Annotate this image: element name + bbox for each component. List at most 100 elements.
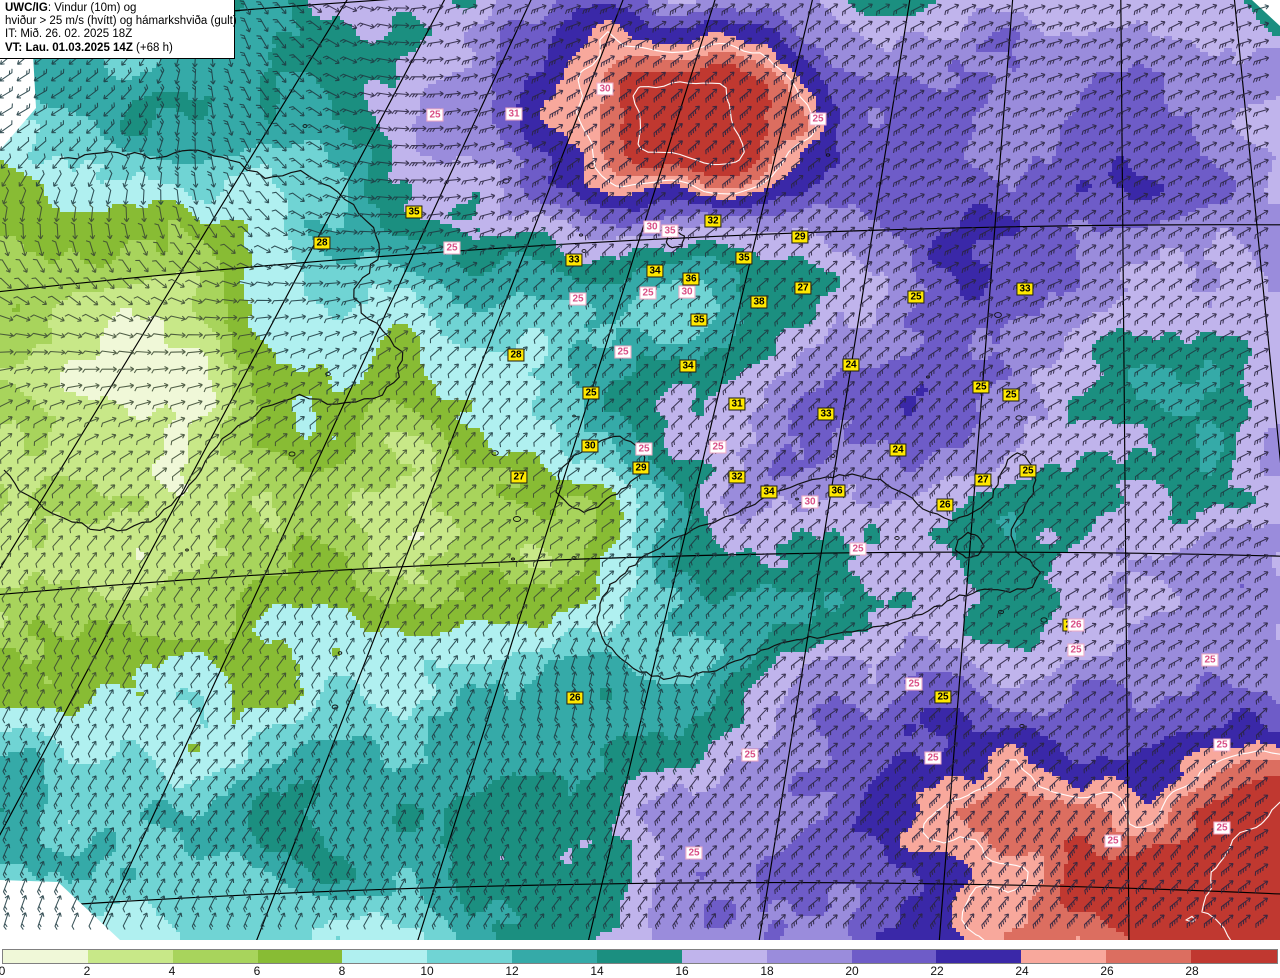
- header-vt-rest: (+68 h): [132, 41, 173, 54]
- map-canvas[interactable]: 35 28 33 34 36 32 35 38 35 29 27 25 33 28 34 25 31 33 24 25…: [0, 0, 1280, 940]
- colorbar-tick: 28: [1185, 964, 1199, 978]
- gust-max-label: 25: [1019, 464, 1037, 478]
- colorbar: 0 2 4 6 8 10 12 14 16 18 20 22 24 26 28: [0, 940, 1280, 978]
- gust-threshold-label: 30: [596, 82, 614, 96]
- gust-max-label: 27: [974, 473, 992, 487]
- gust-max-label: 26: [936, 498, 954, 512]
- gust-max-label: 32: [704, 214, 722, 228]
- colorbar-tick: 24: [1015, 964, 1029, 978]
- gust-max-label: 26: [566, 691, 584, 705]
- gust-max-label: 36: [682, 272, 700, 286]
- gust-threshold-label: 25: [1213, 821, 1231, 835]
- colorbar-segment: [1106, 950, 1192, 963]
- header-line-valid-time: VT: Lau. 01.03.2025 14Z (+68 h): [5, 42, 230, 55]
- colorbar-segment: [172, 950, 258, 963]
- gust-max-label: 35: [690, 313, 708, 327]
- gust-max-label: 34: [646, 264, 664, 278]
- gust-max-label: 25: [934, 690, 952, 704]
- gust-max-label: 24: [842, 358, 860, 372]
- header-line-2: hviður > 25 m/s (hvítt) og hámarkshviða …: [5, 15, 237, 28]
- gust-threshold-label: 31: [505, 107, 523, 121]
- colorbar-tick: 10: [420, 964, 434, 978]
- gust-threshold-label: 25: [741, 748, 759, 762]
- gust-threshold-label: 25: [685, 846, 703, 860]
- gust-max-label: 35: [735, 251, 753, 265]
- gust-threshold-label: 25: [905, 677, 923, 691]
- gust-threshold-label: 25: [924, 751, 942, 765]
- colorbar-segment: [1021, 950, 1107, 963]
- gust-max-label: 27: [794, 281, 812, 295]
- colorbar-segment: [681, 950, 767, 963]
- gust-threshold-label: 30: [678, 285, 696, 299]
- gust-threshold-label: 25: [1104, 834, 1122, 848]
- gust-max-label: 29: [791, 230, 809, 244]
- header-vt-label: VT: Lau. 01.03.2025 14Z: [5, 41, 133, 54]
- colorbar-segment: [597, 950, 682, 963]
- gust-max-label: 36: [828, 484, 846, 498]
- gust-threshold-label: 25: [1201, 653, 1219, 667]
- colorbar-tick: 8: [338, 964, 346, 978]
- gust-max-label: 25: [972, 380, 990, 394]
- gust-threshold-label: 25: [426, 108, 444, 122]
- header-source: UWC/IG: [5, 2, 48, 14]
- gust-max-label: 25: [1002, 388, 1020, 402]
- map-header-box: UWC/IG: Vindur (10m) og hviður > 25 m/s …: [0, 0, 237, 59]
- gust-threshold-label: 25: [569, 292, 587, 306]
- gust-threshold-label: 35: [661, 224, 679, 238]
- gust-max-label: 24: [889, 443, 907, 457]
- gust-threshold-label: 26: [1067, 618, 1085, 632]
- colorbar-segment: [87, 950, 173, 963]
- colorbar-tick: 4: [168, 964, 176, 978]
- gust-max-label: 33: [817, 407, 835, 421]
- header-line-init-time: IT: Mið. 26. 02. 2025 18Z: [5, 28, 133, 41]
- colorbar-tick: 20: [845, 964, 859, 978]
- colorbar-tick: 2: [83, 964, 91, 978]
- gust-max-label: 27: [510, 470, 528, 484]
- gust-threshold-label: 25: [1213, 738, 1231, 752]
- gust-max-label: 34: [679, 359, 697, 373]
- gust-max-label: 34: [760, 485, 778, 499]
- colorbar-tick: 16: [675, 964, 689, 978]
- gust-threshold-label: 25: [635, 442, 653, 456]
- gust-max-label: 29: [632, 461, 650, 475]
- gust-max-label: 25: [907, 290, 925, 304]
- gust-threshold-label: 25: [1067, 643, 1085, 657]
- gust-max-label: 35: [405, 205, 423, 219]
- gust-max-label: 31: [728, 397, 746, 411]
- gust-threshold-label: 25: [443, 241, 461, 255]
- colorbar-tick: 14: [590, 964, 604, 978]
- gust-max-label: 38: [750, 295, 768, 309]
- colorbar-tick: 18: [760, 964, 774, 978]
- colorbar-segment: [851, 950, 937, 963]
- colorbar-tick: 12: [505, 964, 519, 978]
- colorbar-tick: 22: [930, 964, 944, 978]
- colorbar-segment: [766, 950, 852, 963]
- header-title-rest: : Vindur (10m) og: [47, 2, 137, 14]
- gust-max-label: 25: [582, 386, 600, 400]
- colorbar-tick: 6: [253, 964, 261, 978]
- colorbar-segment: [1191, 950, 1277, 963]
- gust-max-label: 28: [313, 236, 331, 250]
- gust-threshold-label: 25: [709, 440, 727, 454]
- colorbar-segment: [427, 950, 513, 963]
- colorbar-segment: [512, 950, 598, 963]
- colorbar-segment: [342, 950, 428, 963]
- colorbar-bands: [2, 949, 1278, 964]
- gust-max-label: 33: [565, 253, 583, 267]
- gust-threshold-label: 30: [643, 220, 661, 234]
- gust-max-label: 32: [728, 470, 746, 484]
- gust-max-label: 30: [581, 439, 599, 453]
- colorbar-tick: 0: [0, 964, 6, 978]
- gust-threshold-label: 25: [639, 286, 657, 300]
- colorbar-segment: [257, 950, 343, 963]
- colorbar-tick-labels: 0 2 4 6 8 10 12 14 16 18 20 22 24 26 28: [0, 964, 1280, 978]
- colorbar-segment: [936, 950, 1022, 963]
- gust-threshold-label: 30: [801, 495, 819, 509]
- gust-threshold-label: 25: [809, 112, 827, 126]
- header-line-title: UWC/IG: Vindur (10m) og: [5, 2, 230, 15]
- gust-threshold-label: 25: [614, 345, 632, 359]
- gust-max-label: 28: [507, 348, 525, 362]
- colorbar-segment: [3, 950, 88, 963]
- gust-threshold-label: 25: [849, 542, 867, 556]
